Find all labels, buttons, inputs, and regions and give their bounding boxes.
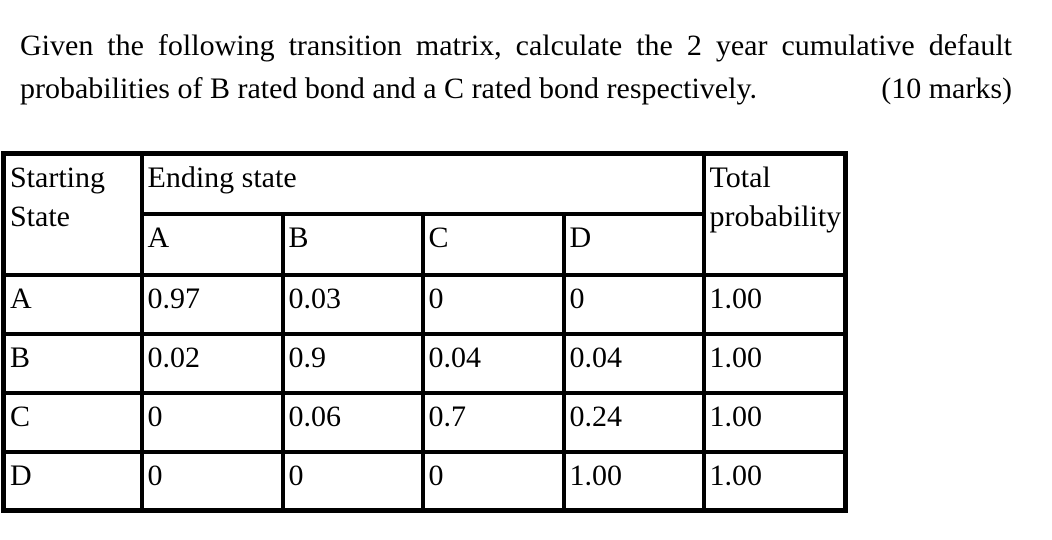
value-cell: 0.02: [139, 331, 285, 395]
table-row-d: D 0 0 0 1.00 1.00: [1, 449, 848, 513]
row-label: C: [1, 390, 144, 454]
row-label: D: [1, 449, 144, 513]
total-cell: 1.00: [701, 390, 848, 454]
value-cell: 0.7: [420, 390, 566, 454]
value-cell: 0.06: [280, 390, 425, 454]
total-cell: 1.00: [701, 272, 848, 336]
value-cell: 0: [139, 449, 285, 513]
transition-matrix-table: Starting State Ending state Total probab…: [1, 151, 849, 513]
table-row-a: A 0.97 0.03 0 0 1.00: [1, 272, 848, 336]
value-cell: 0: [561, 272, 706, 336]
row-label: B: [1, 331, 144, 395]
header-total-probability: Total probability: [701, 151, 848, 277]
value-cell: 0.9: [280, 331, 425, 395]
header-row-ending-columns: A B C D: [4, 211, 846, 277]
value-cell: 0.24: [561, 390, 706, 454]
header-starting-state: Starting State: [1, 151, 144, 277]
row-label: A: [1, 272, 144, 336]
table-row-b: B 0.02 0.9 0.04 0.04 1.00: [1, 331, 848, 395]
value-cell: 0.03: [280, 272, 425, 336]
total-cell: 1.00: [701, 449, 848, 513]
header-col-d: D: [561, 211, 706, 277]
value-cell: 0: [420, 449, 566, 513]
value-cell: 0.04: [420, 331, 566, 395]
value-cell: 0: [420, 272, 566, 336]
total-cell: 1.00: [701, 331, 848, 395]
header-col-a: A: [139, 211, 285, 277]
header-ending-state: Ending state: [139, 151, 706, 216]
question-line-2-text: probabilities of B rated bond and a C ra…: [20, 72, 758, 105]
question-line-1: Given the following transition matrix, c…: [20, 29, 1012, 62]
value-cell: 0.04: [561, 331, 706, 395]
table-row-c: C 0 0.06 0.7 0.24 1.00: [1, 390, 848, 454]
marks-label: (10 marks): [881, 72, 1012, 105]
header-row-top: Starting State Ending state Total probab…: [1, 151, 848, 277]
value-cell: 1.00: [561, 449, 706, 513]
value-cell: 0.97: [139, 272, 285, 336]
value-cell: 0: [139, 390, 285, 454]
header-col-b: B: [280, 211, 425, 277]
question-line-2: probabilities of B rated bond and a C ra…: [20, 67, 1012, 110]
header-col-c: C: [420, 211, 566, 277]
value-cell: 0: [280, 449, 425, 513]
question-text: Given the following transition matrix, c…: [0, 0, 1052, 110]
